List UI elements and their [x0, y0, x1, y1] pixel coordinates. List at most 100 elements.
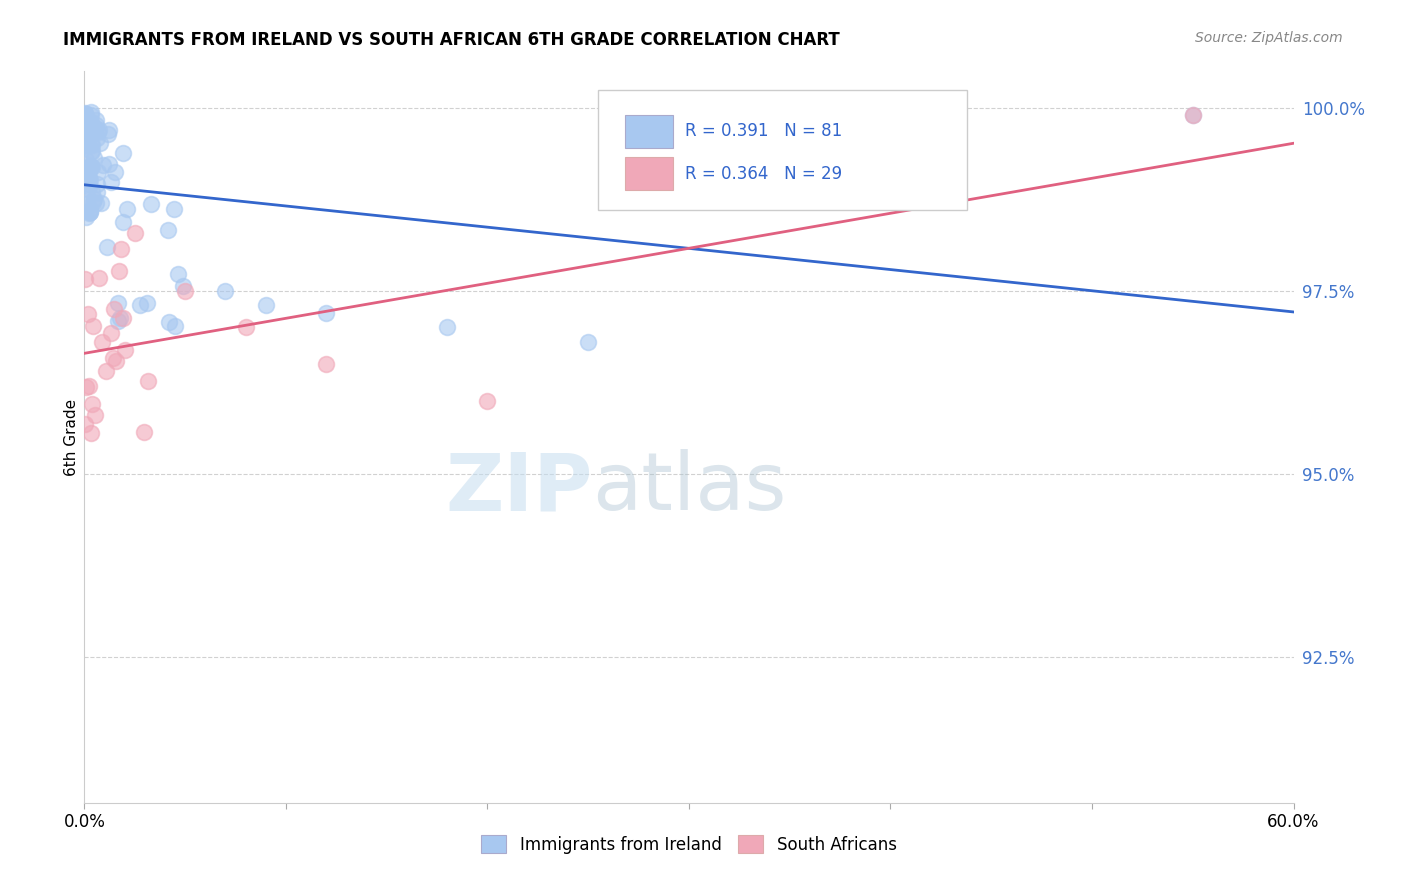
Point: [75, 107, 97, 121]
Point: [436, 320, 458, 334]
Point: [315, 357, 337, 371]
Point: [89, 136, 111, 150]
Point: [235, 320, 257, 334]
Point: [94, 364, 117, 378]
Point: [82, 126, 104, 140]
Point: [77, 180, 100, 194]
Point: [77, 132, 100, 146]
Point: [75, 271, 97, 285]
Point: [101, 351, 124, 365]
Point: [136, 296, 159, 310]
Point: [97, 123, 120, 137]
Point: [76, 161, 98, 176]
Point: [576, 334, 599, 349]
Point: [110, 242, 132, 256]
Point: [162, 202, 184, 217]
Point: [76, 195, 98, 210]
Point: [77, 163, 100, 178]
Point: [86, 186, 108, 200]
Point: [103, 165, 125, 179]
Point: [103, 301, 125, 316]
Point: [80, 114, 103, 128]
Point: [129, 298, 152, 312]
Point: [124, 226, 146, 240]
Point: [75, 153, 97, 168]
Point: [107, 263, 129, 277]
Point: [91, 158, 114, 172]
Point: [86, 130, 108, 145]
Point: [79, 145, 101, 159]
Point: [139, 196, 162, 211]
Point: [84, 118, 107, 132]
Point: [104, 353, 127, 368]
Point: [75, 105, 97, 120]
Point: [214, 284, 236, 298]
Point: [254, 298, 277, 312]
Point: [75, 210, 97, 224]
Point: [75, 417, 97, 431]
Point: [76, 138, 98, 153]
Point: [174, 284, 197, 298]
Point: [156, 223, 179, 237]
Point: [100, 175, 122, 189]
Point: [77, 171, 100, 186]
Point: [82, 194, 104, 209]
Text: Source: ZipAtlas.com: Source: ZipAtlas.com: [1195, 31, 1343, 45]
Point: [87, 123, 110, 137]
Text: atlas: atlas: [592, 450, 786, 527]
Point: [86, 177, 108, 191]
Point: [166, 268, 188, 282]
Point: [79, 120, 101, 134]
Point: [75, 178, 97, 192]
Point: [87, 164, 110, 178]
Point: [83, 151, 105, 165]
Point: [75, 160, 97, 174]
Point: [111, 145, 134, 160]
Point: [111, 215, 134, 229]
Point: [84, 113, 107, 128]
Point: [1181, 108, 1204, 122]
Point: [79, 204, 101, 219]
Text: R = 0.391   N = 81: R = 0.391 N = 81: [685, 122, 842, 140]
Point: [79, 120, 101, 135]
Point: [114, 343, 136, 357]
Point: [77, 206, 100, 220]
Point: [76, 307, 98, 321]
Point: [315, 306, 337, 320]
Point: [76, 123, 98, 137]
Point: [87, 270, 110, 285]
Bar: [624, 157, 673, 190]
Text: R = 0.364   N = 29: R = 0.364 N = 29: [685, 165, 842, 183]
Text: IMMIGRANTS FROM IRELAND VS SOUTH AFRICAN 6TH GRADE CORRELATION CHART: IMMIGRANTS FROM IRELAND VS SOUTH AFRICAN…: [63, 31, 839, 49]
Point: [110, 311, 132, 326]
Point: [107, 314, 129, 328]
Point: [112, 311, 135, 326]
Point: [80, 104, 103, 119]
Point: [172, 279, 194, 293]
Point: [86, 196, 108, 211]
Point: [90, 196, 112, 211]
Point: [97, 127, 120, 141]
Point: [75, 107, 97, 121]
FancyBboxPatch shape: [599, 90, 967, 211]
Point: [136, 374, 159, 388]
Point: [82, 185, 104, 199]
Point: [1181, 108, 1204, 122]
Point: [96, 240, 118, 254]
Point: [165, 319, 187, 334]
Legend: Immigrants from Ireland, South Africans: Immigrants from Ireland, South Africans: [475, 829, 903, 860]
Point: [79, 202, 101, 217]
Point: [75, 380, 97, 394]
Point: [79, 204, 101, 219]
Point: [115, 202, 138, 217]
Point: [80, 138, 103, 153]
Point: [77, 177, 100, 191]
Point: [84, 408, 107, 422]
Point: [75, 196, 97, 211]
Point: [100, 326, 122, 340]
Point: [77, 379, 100, 393]
Point: [97, 157, 120, 171]
Point: [132, 425, 155, 439]
Point: [80, 107, 103, 121]
Y-axis label: 6th Grade: 6th Grade: [63, 399, 79, 475]
